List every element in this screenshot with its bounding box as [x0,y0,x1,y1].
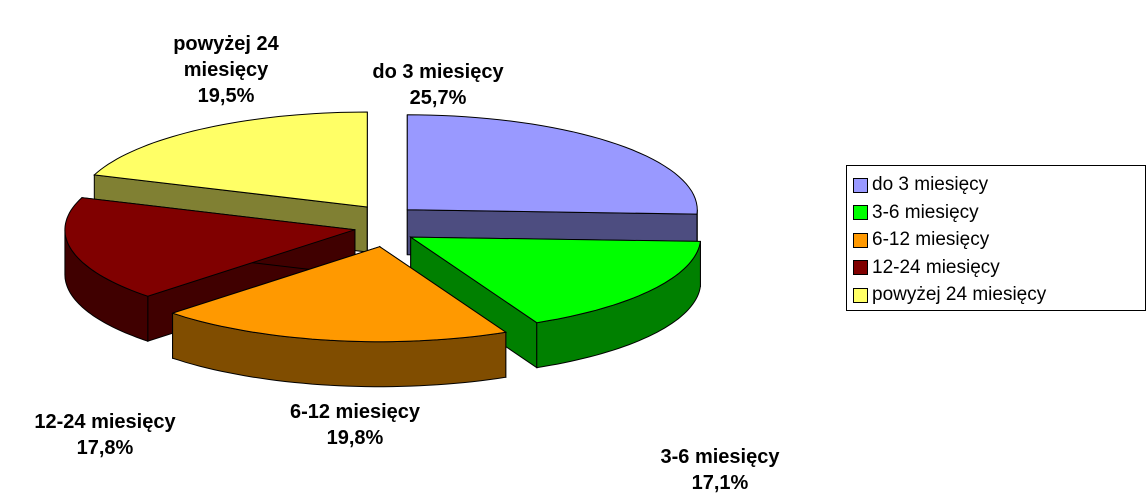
slice [93,111,368,208]
legend-swatch [853,177,868,193]
legend-text: 3-6 miesięcy [872,201,979,223]
data-label-value: 17,1% [691,472,749,494]
legend-item: 6-12 miesięcy [853,229,989,251]
legend-swatch [853,287,868,303]
data-label: 6-12 miesięcy 19,8% [290,399,420,451]
legend-text: powyżej 24 miesięcy [872,284,1047,305]
slice [170,246,508,343]
legend-item: 3-6 miesięcy [853,202,979,224]
data-label-name: powyżej 24 miesięcy [173,33,279,81]
legend-text: 12-24 miesięcy [872,256,1000,278]
legend-text: 6-12 miesięcy [872,229,990,250]
legend: do 3 miesięcy 3-6 miesięcy 6-12 miesięcy 12… [846,165,1146,311]
legend-text: do 3 miesięcy [872,174,989,195]
legend-swatch [853,260,868,275]
data-label: powyżej 24 miesięcy 19,5% [151,31,301,109]
legend-item: 12-24 miesięcy [853,257,1000,279]
pie-area [64,111,702,388]
legend-item: do 3 miesięcy [853,174,988,196]
legend-swatch [853,232,868,248]
data-label-name: 12-24 miesięcy [34,411,176,433]
data-label: 12-24 miesięcy 17,8% [34,409,175,461]
data-label: 3-6 miesięcy 17,1% [661,444,780,496]
data-label-value: 25,7% [409,87,467,109]
data-label-name: 3-6 miesięcy [660,446,780,468]
data-label-name: do 3 miesięcy [372,61,504,83]
data-label-value: 17,8% [76,437,134,459]
legend-swatch [853,205,868,220]
slice [64,197,356,297]
data-label-value: 19,5% [197,85,255,107]
data-label-name: 6-12 miesięcy [289,401,421,423]
data-label-value: 19,8% [326,427,384,449]
data-label: do 3 miesięcy 25,7% [372,59,503,111]
legend-item: powyżej 24 miesięcy [853,284,1046,306]
slice [406,114,698,215]
slice [409,236,702,324]
